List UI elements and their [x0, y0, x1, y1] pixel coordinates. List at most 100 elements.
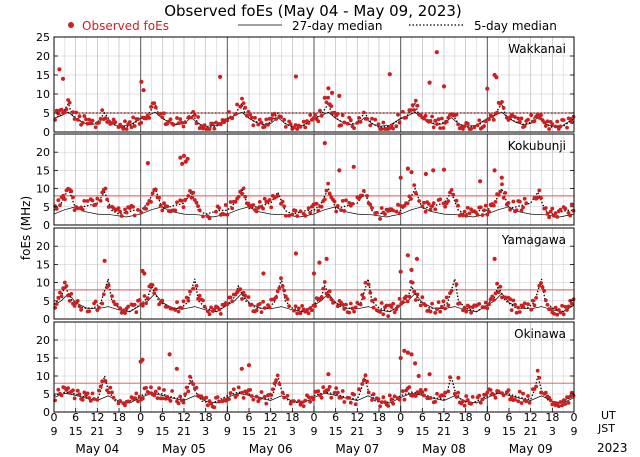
observed-point	[472, 125, 477, 130]
observed-point	[553, 124, 558, 129]
observed-point	[62, 197, 67, 202]
observed-point	[350, 306, 355, 311]
observed-point	[124, 210, 129, 215]
observed-point	[87, 309, 92, 314]
observed-point	[413, 98, 418, 103]
observed-point	[405, 166, 410, 171]
observed-point	[75, 299, 80, 303]
observed-point	[181, 205, 186, 210]
observed-point	[545, 211, 550, 216]
observed-point	[257, 200, 262, 204]
observed-point	[545, 302, 550, 307]
observed-point	[61, 193, 66, 198]
observed-point	[240, 390, 244, 395]
observed-point	[106, 119, 111, 123]
observed-point	[366, 282, 371, 287]
observed-point	[545, 119, 550, 124]
jst-tick-label: 21	[90, 425, 104, 438]
observed-point	[464, 309, 469, 314]
observed-point	[131, 205, 136, 209]
observed-point	[296, 399, 301, 403]
observed-point	[160, 115, 165, 120]
observed-point	[496, 389, 501, 394]
observed-point	[337, 93, 342, 98]
observed-point	[97, 305, 101, 310]
observed-point	[550, 206, 555, 211]
observed-point	[405, 253, 410, 258]
observed-point	[500, 100, 504, 104]
observed-point	[444, 295, 449, 300]
observed-point	[249, 394, 254, 398]
ut-tick-label: 12	[524, 411, 538, 424]
observed-point	[175, 200, 179, 205]
observed-point	[225, 302, 230, 307]
observed-point	[174, 366, 179, 371]
observed-point	[412, 108, 417, 112]
observed-point	[340, 389, 345, 393]
observed-point	[277, 382, 282, 386]
observed-point	[435, 307, 439, 311]
observed-point	[409, 267, 414, 272]
observed-point	[423, 113, 428, 118]
ut-tick-label: 12	[350, 411, 364, 424]
observed-point	[509, 395, 514, 400]
observed-point	[180, 161, 185, 166]
observed-point	[357, 196, 361, 201]
y-tick-label: 20	[36, 146, 50, 159]
observed-point	[431, 125, 436, 130]
observed-point	[332, 199, 337, 204]
observed-point	[59, 393, 64, 398]
observed-point	[365, 194, 369, 198]
station-panels: 0 5 10 15 20 25 Wakkanai 0 5 10 15 20 Kokubunji 0 5 10 1…	[36, 31, 576, 419]
observed-point	[279, 114, 283, 119]
observed-point	[123, 311, 127, 315]
observed-point	[209, 305, 214, 310]
legend-5day-label: 5-day median	[474, 19, 557, 33]
observed-point	[257, 396, 262, 401]
observed-point	[145, 161, 150, 166]
observed-point	[184, 385, 189, 390]
observed-point	[423, 387, 428, 392]
observed-point	[173, 208, 178, 213]
observed-point	[75, 388, 80, 393]
observed-point	[202, 123, 207, 128]
panel-frame	[53, 36, 575, 133]
observed-point	[243, 194, 248, 199]
y-tick-label: 5	[43, 107, 50, 120]
observed-point	[259, 120, 264, 125]
observed-point	[402, 397, 407, 402]
observed-point	[494, 75, 499, 80]
panel-okinawa: 0 5 10 15 20 Okinawa	[36, 321, 576, 419]
observed-point	[191, 286, 196, 291]
observed-point	[98, 116, 103, 121]
observed-point	[526, 117, 530, 122]
observed-point	[243, 105, 248, 110]
observed-point	[498, 189, 503, 194]
observed-point	[262, 394, 267, 399]
day-label: May 08	[422, 442, 466, 456]
observed-point	[378, 310, 382, 314]
observed-point	[314, 201, 319, 206]
observed-point	[106, 283, 111, 288]
observed-point	[539, 281, 543, 286]
observed-point	[306, 206, 311, 211]
observed-point	[405, 299, 410, 304]
observed-point	[387, 393, 392, 398]
observed-point	[274, 117, 278, 121]
observed-point	[534, 384, 538, 389]
observed-point	[295, 127, 300, 131]
observed-point	[152, 291, 157, 295]
jst-tick-label: 3	[202, 425, 209, 438]
observed-point	[543, 206, 548, 210]
observed-point	[394, 307, 399, 312]
observed-point	[162, 388, 166, 392]
observed-point	[145, 296, 150, 301]
observed-point	[176, 309, 181, 314]
observed-point	[418, 303, 423, 308]
observed-point	[186, 115, 191, 120]
observed-point	[539, 196, 543, 200]
observed-point	[493, 200, 498, 204]
observed-point	[248, 388, 253, 392]
observed-point	[136, 208, 140, 212]
